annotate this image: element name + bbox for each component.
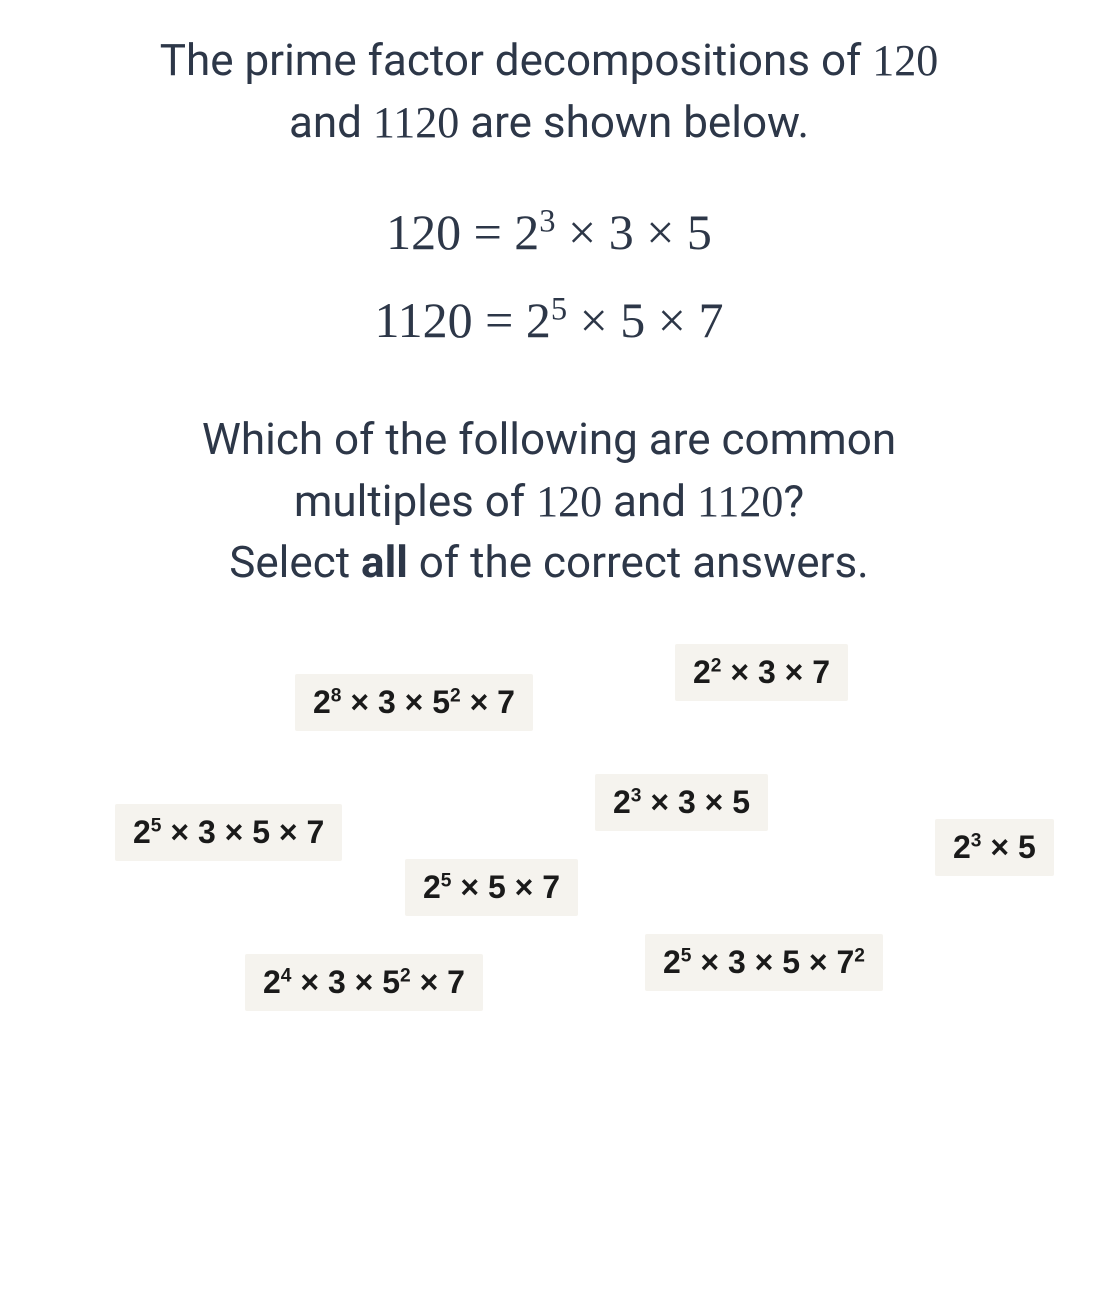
eq2-rest: × 5 × 7 (567, 292, 723, 348)
option-3[interactable]: 25 × 3 × 5 × 7 (115, 804, 342, 861)
body-line2-pre: multiples of (294, 475, 536, 527)
option-4[interactable]: 23 × 3 × 5 (595, 774, 768, 831)
question-header: The prime factor decompositions of 120 a… (40, 30, 1058, 153)
question-body: Which of the following are common multip… (40, 409, 1058, 594)
question-header-text: The prime factor decompositions of 120 a… (40, 30, 1058, 153)
option-8[interactable]: 25 × 3 × 5 × 72 (645, 934, 883, 991)
eq1-lhs: 120 (386, 204, 461, 260)
header-num-120: 120 (872, 36, 938, 85)
option-7[interactable]: 24 × 3 × 52 × 7 (245, 954, 483, 1011)
option-1[interactable]: 28 × 3 × 52 × 7 (295, 674, 533, 731)
header-text-3: are shown below. (459, 96, 809, 148)
equations-block: 120 = 23 × 3 × 5 1120 = 25 × 5 × 7 (40, 203, 1058, 349)
eq2-base: 2 (526, 292, 551, 348)
body-line2-end: ? (783, 475, 804, 527)
body-num-1120: 1120 (697, 477, 783, 526)
body-num-120: 120 (536, 477, 602, 526)
equation-120: 120 = 23 × 3 × 5 (40, 203, 1058, 261)
options-container: 28 × 3 × 52 × 7 22 × 3 × 7 25 × 3 × 5 × … (40, 664, 1058, 1064)
body-line3-bold: all (361, 536, 408, 588)
body-line3-pre: Select (229, 536, 361, 588)
option-5[interactable]: 23 × 5 (935, 819, 1054, 876)
body-line2-mid: and (602, 475, 697, 527)
eq2-exp: 5 (551, 292, 567, 328)
header-num-1120: 1120 (373, 98, 459, 147)
option-2[interactable]: 22 × 3 × 7 (675, 644, 848, 701)
eq1-exp: 3 (539, 204, 555, 240)
eq2-equals: = (485, 292, 526, 348)
eq2-lhs: 1120 (374, 292, 472, 348)
header-text-1: The prime factor decompositions of (160, 34, 873, 86)
eq1-rest: × 3 × 5 (556, 204, 712, 260)
eq1-equals: = (474, 204, 515, 260)
eq1-base: 2 (514, 204, 539, 260)
header-text-2: and (289, 96, 373, 148)
body-line3-post: of the correct answers. (408, 536, 869, 588)
question-body-text: Which of the following are common multip… (40, 409, 1058, 594)
body-line1: Which of the following are common (202, 413, 896, 465)
option-6[interactable]: 25 × 5 × 7 (405, 859, 578, 916)
equation-1120: 1120 = 25 × 5 × 7 (40, 291, 1058, 349)
